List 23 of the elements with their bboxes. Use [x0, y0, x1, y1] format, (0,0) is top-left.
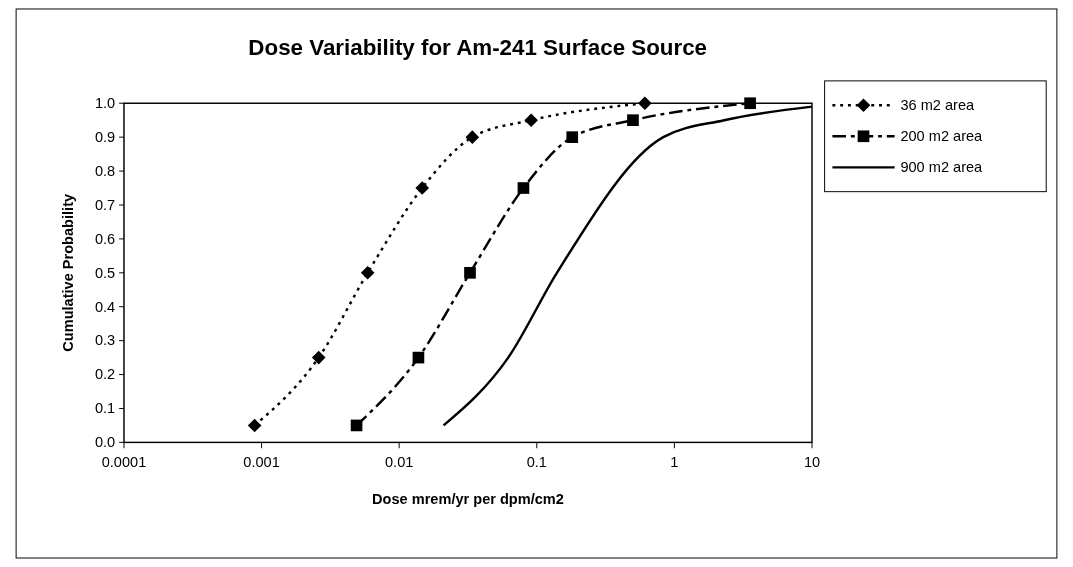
- y-tick-label: 0.4: [94, 298, 116, 315]
- y-tick-label: 0.6: [94, 230, 116, 247]
- x-axis-title: Dose mrem/yr per dpm/cm2: [372, 490, 564, 507]
- x-tick-label: 0.001: [243, 453, 280, 470]
- chart-title: Dose Variability for Am-241 Surface Source: [248, 34, 708, 60]
- y-tick-label: 1.0: [94, 95, 116, 112]
- y-axis-title: Cumulative Probability: [60, 193, 77, 352]
- x-tick-label: 10: [803, 453, 821, 470]
- legend-label: 200 m2 area: [900, 128, 984, 145]
- x-tick-label: 0.01: [385, 453, 414, 470]
- y-tick-label: 0.9: [94, 129, 116, 146]
- x-tick-label: 1: [670, 453, 679, 470]
- y-tick-label: 0.3: [94, 332, 116, 349]
- y-tick-label: 0.7: [94, 196, 116, 213]
- x-tick-label: 0.1: [526, 453, 547, 470]
- y-tick-label: 0.2: [94, 366, 116, 383]
- y-tick-label: 0.8: [94, 162, 116, 179]
- x-tick-label: 0.0001: [101, 453, 147, 470]
- legend-label: 36 m2 area: [900, 97, 975, 114]
- y-tick-label: 0.5: [94, 264, 116, 281]
- y-tick-label: 0.0: [94, 434, 116, 451]
- y-tick-label: 0.1: [94, 400, 116, 417]
- legend-label: 900 m2 area: [900, 159, 984, 176]
